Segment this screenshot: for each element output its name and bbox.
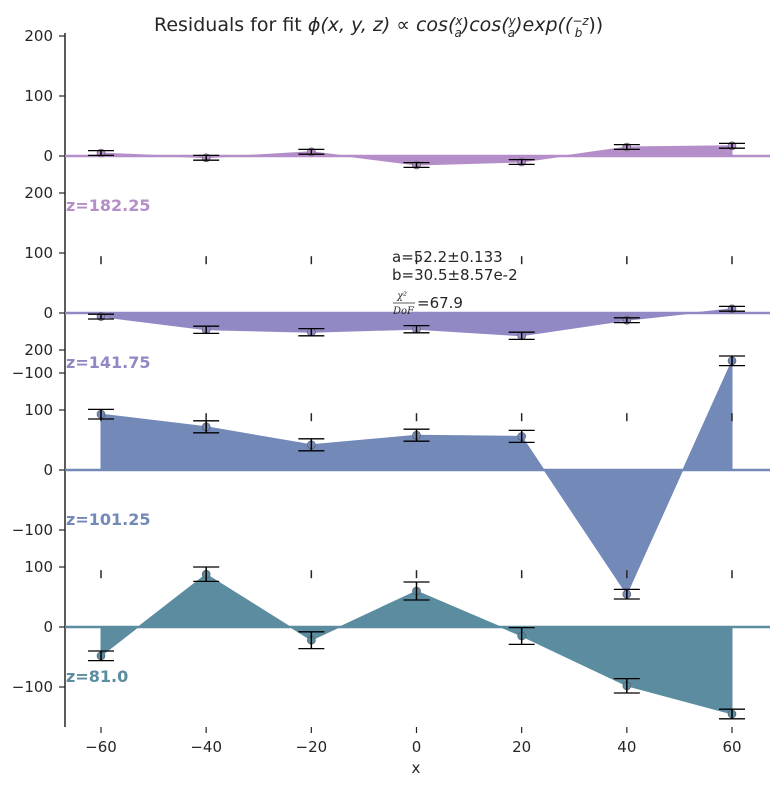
y-tick-label: 100 (24, 401, 53, 419)
title-close: )) (588, 14, 603, 36)
z-label: z=182.25 (66, 196, 150, 215)
x-tick-label: 60 (722, 738, 741, 756)
fit-param-a: a=52.2±0.133 (392, 248, 503, 266)
title-exp: )exp(( (513, 14, 574, 36)
y-tick-label: −100 (12, 364, 53, 382)
panel-z=101.25: −100 0 100 200 z=101.25 (12, 341, 770, 600)
title-cos-mid: )cos( (460, 14, 510, 36)
y-tick-label: 100 (24, 87, 53, 105)
panel-z=182.25: 0 100 200 z=182.25 (24, 27, 770, 215)
title-frac-a2: a (508, 26, 515, 40)
residual-area (100, 360, 733, 596)
title-prefix: Residuals for fit ϕ(x, y, z) ∝ cos(x a)co… (154, 14, 603, 40)
z-label: z=101.25 (66, 510, 150, 529)
z-label: z=81.0 (66, 667, 128, 686)
y-tick-label: 0 (43, 618, 53, 636)
x-tick-label: −40 (190, 738, 222, 756)
chi-denominator: DoF (392, 306, 415, 317)
title-frac-y: y (508, 14, 517, 28)
title-frac-a: a (454, 26, 461, 40)
x-axis-label: x (412, 759, 421, 777)
title-phi-expr: ϕ(x, y, z) ∝ (308, 14, 416, 36)
y-tick-label: 100 (24, 558, 53, 576)
panels: 0 100 200 z=182.25 −100 0 100 200 z=141.75 −100 0 1… (12, 27, 770, 720)
z-label: z=141.75 (66, 353, 150, 372)
chi-numerator: χ² (396, 291, 407, 302)
fit-param-b: b=30.5±8.57e-2 (392, 266, 518, 284)
y-tick-label: 0 (43, 461, 53, 479)
y-tick-label: 100 (24, 244, 53, 262)
x-tick-label: 40 (617, 738, 636, 756)
y-tick-label: 200 (24, 184, 53, 202)
panel-z=81.0: −100 0 100 z=81.0 (12, 558, 770, 720)
x-tick-label: −20 (296, 738, 328, 756)
fit-annotation: a=52.2±0.133 b=30.5±8.57e-2 χ² DoF =67.9 (392, 248, 518, 317)
chi-value: =67.9 (417, 294, 463, 312)
title-frac-x: x (454, 14, 463, 28)
y-tick-label: −100 (12, 521, 53, 539)
y-tick-label: 200 (24, 27, 53, 45)
axes: −60 −40 −20 0 20 40 60 (64, 33, 742, 756)
x-tick-label: 20 (512, 738, 531, 756)
x-tick-label: −60 (85, 738, 117, 756)
x-tick-label: 0 (412, 738, 422, 756)
title-frac-z: −z (572, 14, 589, 28)
y-tick-label: −100 (12, 678, 53, 696)
title-frac-b: b (575, 26, 583, 40)
title-cos-open: cos( (416, 14, 457, 36)
chart-title: Residuals for fit ϕ(x, y, z) ∝ cos(x a)co… (154, 14, 603, 40)
y-tick-label: 0 (43, 304, 53, 322)
y-tick-label: 200 (24, 341, 53, 359)
panel-z=141.75: −100 0 100 200 z=141.75 (12, 184, 770, 382)
residual-area (100, 573, 733, 715)
y-tick-label: 0 (43, 147, 53, 165)
